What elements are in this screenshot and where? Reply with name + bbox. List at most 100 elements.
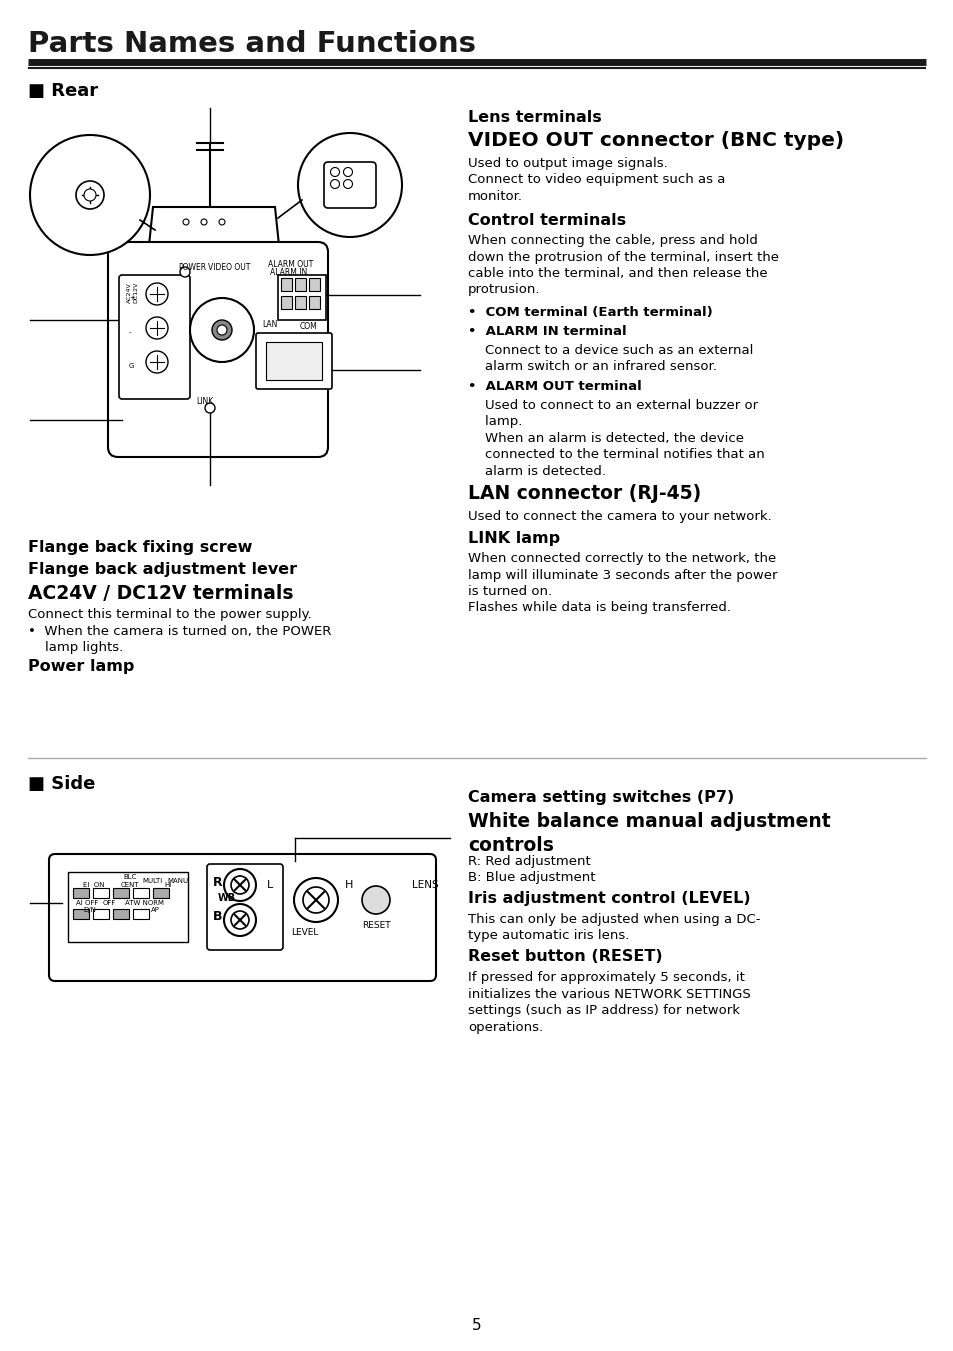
Text: Iris adjustment control (LEVEL): Iris adjustment control (LEVEL) — [468, 892, 750, 907]
Text: Power lamp: Power lamp — [28, 659, 134, 674]
Text: Used to connect to an external buzzer or
    lamp.
    When an alarm is detected: Used to connect to an external buzzer or… — [468, 399, 764, 478]
Circle shape — [205, 403, 214, 413]
Text: Reset button (RESET): Reset button (RESET) — [468, 948, 662, 965]
FancyBboxPatch shape — [294, 278, 306, 290]
Circle shape — [330, 180, 339, 189]
Text: Flange back adjustment lever: Flange back adjustment lever — [28, 562, 296, 577]
FancyBboxPatch shape — [294, 296, 306, 309]
Text: L: L — [267, 880, 273, 890]
Polygon shape — [148, 207, 280, 255]
Text: VIDEO OUT connector (BNC type): VIDEO OUT connector (BNC type) — [468, 131, 843, 150]
FancyBboxPatch shape — [132, 909, 149, 919]
Text: Connect to a device such as an external
    alarm switch or an infrared sensor.: Connect to a device such as an external … — [468, 345, 753, 373]
Circle shape — [361, 886, 390, 915]
Text: COM: COM — [299, 322, 317, 331]
Circle shape — [190, 299, 253, 362]
FancyBboxPatch shape — [112, 909, 129, 919]
Circle shape — [330, 168, 339, 177]
Circle shape — [216, 326, 227, 335]
Text: RESET: RESET — [361, 921, 390, 929]
Text: POWER: POWER — [178, 263, 206, 272]
Text: This can only be adjusted when using a DC-
type automatic iris lens.: This can only be adjusted when using a D… — [468, 913, 760, 943]
FancyBboxPatch shape — [119, 276, 190, 399]
FancyBboxPatch shape — [73, 888, 89, 898]
Circle shape — [303, 888, 329, 913]
FancyBboxPatch shape — [255, 332, 332, 389]
Circle shape — [231, 875, 249, 894]
FancyBboxPatch shape — [112, 888, 129, 898]
Circle shape — [224, 869, 255, 901]
Circle shape — [297, 132, 401, 236]
FancyBboxPatch shape — [309, 278, 319, 290]
Circle shape — [212, 320, 232, 340]
FancyBboxPatch shape — [152, 888, 169, 898]
FancyBboxPatch shape — [92, 909, 109, 919]
FancyBboxPatch shape — [277, 276, 326, 320]
FancyBboxPatch shape — [281, 296, 292, 309]
FancyBboxPatch shape — [68, 871, 188, 942]
Text: WB: WB — [218, 893, 236, 902]
Text: VIDEO OUT: VIDEO OUT — [208, 263, 250, 272]
Text: When connected correctly to the network, the
lamp will illuminate 3 seconds afte: When connected correctly to the network,… — [468, 553, 777, 615]
Text: AP: AP — [151, 907, 159, 913]
Text: +: + — [129, 295, 134, 301]
Text: R: Red adjustment
B: Blue adjustment: R: Red adjustment B: Blue adjustment — [468, 855, 595, 885]
Text: DC12V: DC12V — [132, 282, 138, 304]
FancyBboxPatch shape — [132, 888, 149, 898]
Text: Camera setting switches (P7): Camera setting switches (P7) — [468, 790, 734, 805]
FancyBboxPatch shape — [73, 909, 89, 919]
Text: OFF: OFF — [103, 900, 116, 907]
Text: BLC: BLC — [123, 874, 136, 880]
Text: LINK lamp: LINK lamp — [468, 531, 559, 546]
Text: ■ Rear: ■ Rear — [28, 82, 98, 100]
Text: When connecting the cable, press and hold
down the protrusion of the terminal, i: When connecting the cable, press and hol… — [468, 234, 779, 296]
Circle shape — [343, 168, 352, 177]
Circle shape — [201, 219, 207, 226]
FancyBboxPatch shape — [309, 296, 319, 309]
Text: White balance manual adjustment
controls: White balance manual adjustment controls — [468, 812, 830, 855]
Circle shape — [76, 181, 104, 209]
Text: Parts Names and Functions: Parts Names and Functions — [28, 30, 476, 58]
Text: LINK: LINK — [195, 397, 213, 407]
FancyBboxPatch shape — [92, 888, 109, 898]
Text: H: H — [345, 880, 353, 890]
Text: 5: 5 — [472, 1319, 481, 1333]
Text: AC24V / DC12V terminals: AC24V / DC12V terminals — [28, 584, 294, 603]
Text: CENT: CENT — [121, 882, 139, 888]
Text: •  ALARM IN terminal: • ALARM IN terminal — [468, 326, 626, 338]
Text: •  When the camera is turned on, the POWER
    lamp lights.: • When the camera is turned on, the POWE… — [28, 626, 331, 654]
Text: ALARM OUT: ALARM OUT — [268, 259, 313, 269]
FancyBboxPatch shape — [207, 865, 283, 950]
Text: EI  ON: EI ON — [83, 882, 105, 888]
Text: Control terminals: Control terminals — [468, 213, 625, 228]
Text: •  COM terminal (Earth terminal): • COM terminal (Earth terminal) — [468, 305, 712, 319]
Text: G: G — [129, 363, 134, 369]
Circle shape — [146, 317, 168, 339]
Circle shape — [180, 267, 190, 277]
Text: AC24V: AC24V — [127, 282, 132, 303]
FancyBboxPatch shape — [281, 278, 292, 290]
Text: LAN: LAN — [262, 320, 277, 330]
Text: MANU: MANU — [168, 878, 189, 884]
FancyBboxPatch shape — [324, 162, 375, 208]
Text: LEVEL: LEVEL — [291, 928, 318, 938]
Text: ALARM IN: ALARM IN — [270, 267, 307, 277]
Text: HI: HI — [164, 882, 172, 888]
FancyBboxPatch shape — [49, 854, 436, 981]
Circle shape — [219, 219, 225, 226]
Text: •  ALARM OUT terminal: • ALARM OUT terminal — [468, 380, 641, 393]
Text: Connect this terminal to the power supply.: Connect this terminal to the power suppl… — [28, 608, 312, 621]
Text: Flange back fixing screw: Flange back fixing screw — [28, 540, 253, 555]
FancyBboxPatch shape — [108, 242, 328, 457]
Circle shape — [183, 219, 189, 226]
Text: Used to connect the camera to your network.: Used to connect the camera to your netwo… — [468, 509, 771, 523]
Text: MULTI: MULTI — [143, 878, 163, 884]
Text: LAN connector (RJ-45): LAN connector (RJ-45) — [468, 484, 700, 503]
Circle shape — [294, 878, 337, 921]
Text: LENS: LENS — [412, 880, 438, 890]
Circle shape — [146, 282, 168, 305]
Circle shape — [231, 911, 249, 929]
Text: ■ Side: ■ Side — [28, 775, 95, 793]
Text: AI OFF: AI OFF — [76, 900, 98, 907]
FancyBboxPatch shape — [266, 342, 322, 380]
